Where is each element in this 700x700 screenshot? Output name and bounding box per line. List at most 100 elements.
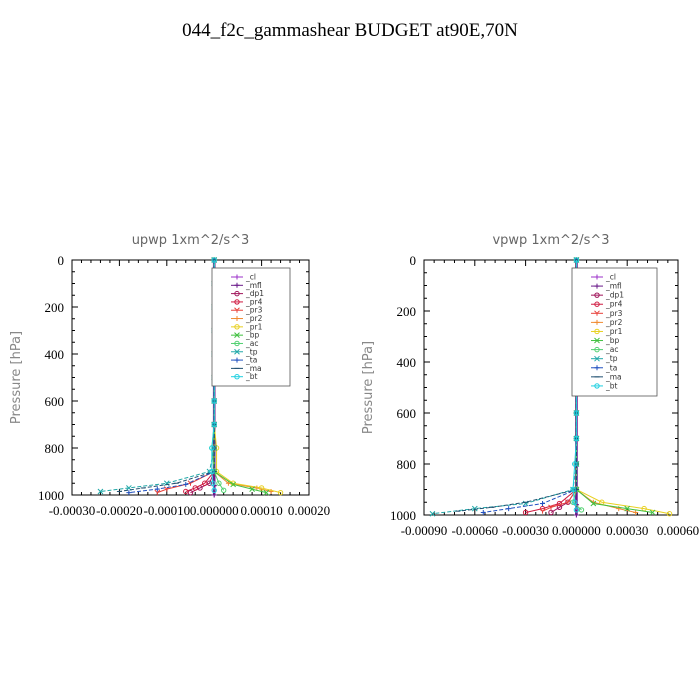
- x-tick-label: -0.00030: [49, 503, 96, 518]
- data-point: [573, 435, 580, 442]
- legend-marker: [594, 337, 600, 344]
- legend-marker: [594, 355, 600, 362]
- data-point: [573, 507, 580, 513]
- x-tick-label: -0.00090: [401, 523, 448, 538]
- series-tp: [429, 257, 580, 517]
- data-point: [192, 485, 198, 491]
- legend-label: _dp1: [245, 289, 264, 298]
- y-axis-label: Pressure [hPa]: [9, 331, 24, 424]
- x-tick-label: 0.00020: [288, 503, 330, 518]
- series-line: [185, 260, 215, 492]
- legend-marker: [234, 357, 240, 363]
- legend-label: _dp1: [605, 291, 624, 300]
- series-line: [157, 260, 215, 494]
- chart-panel-2: vpwp 1xm^2/s^3 Pressure [hPa] 0 200 400 600 80…: [361, 233, 699, 538]
- x-tick-label: 0.000000: [190, 503, 239, 518]
- legend-label: _pr2: [605, 318, 623, 327]
- legend-label: _bp: [245, 331, 260, 340]
- legend-marker: [594, 274, 600, 280]
- data-point: [211, 492, 217, 498]
- legend-marker: [594, 383, 600, 389]
- legend-label: _bt: [605, 381, 618, 390]
- series-ma: [116, 259, 217, 492]
- x-tick-label: -0.00020: [96, 503, 143, 518]
- data-point: [210, 480, 216, 486]
- series-ma: [455, 259, 579, 512]
- y-tick-label: 200: [397, 304, 417, 319]
- series-ta: [480, 257, 579, 515]
- legend-marker: [594, 310, 600, 316]
- series-line: [542, 260, 577, 512]
- legend-label: _pr4: [605, 300, 623, 309]
- data-point: [590, 500, 597, 507]
- data-point: [556, 500, 563, 507]
- y-tick-label: 800: [45, 441, 65, 456]
- series-pr4: [522, 257, 580, 516]
- data-point: [183, 488, 189, 495]
- data-point: [633, 509, 639, 515]
- x-tick-label: 0.00060: [657, 523, 699, 538]
- legend: _cl_mfl_dp1_pr4_pr3_pr2_pr1_bp_ac_tp_ta_…: [211, 267, 291, 387]
- legend-marker: [234, 282, 240, 288]
- data-point: [154, 486, 160, 492]
- y-axis-label: Pressure [hPa]: [361, 341, 376, 434]
- data-point: [522, 509, 529, 516]
- legend: _cl_mfl_dp1_pr4_pr3_pr2_pr1_bp_ac_tp_ta_…: [571, 267, 658, 397]
- y-tick-label: 1000: [390, 508, 416, 523]
- legend-label: _ta: [245, 356, 257, 365]
- legend-label: _pr4: [245, 297, 263, 306]
- legend-label: _pr1: [605, 327, 623, 336]
- data-point: [211, 421, 217, 428]
- chart-subtitle: upwp 1xm^2/s^3: [132, 233, 250, 248]
- y-tick-label: 800: [397, 457, 417, 472]
- data-point: [220, 487, 227, 493]
- legend-label: _ac: [245, 339, 258, 348]
- data-point: [578, 507, 585, 513]
- series-pr3: [154, 257, 218, 496]
- y-tick-label: 1000: [38, 488, 64, 503]
- data-point: [666, 511, 673, 517]
- data-point: [572, 499, 578, 505]
- data-point: [539, 508, 546, 514]
- series-line: [432, 260, 577, 515]
- data-point: [263, 489, 270, 496]
- y-tick-label: 0: [410, 253, 417, 268]
- legend-label: _mfl: [245, 281, 262, 290]
- data-point: [97, 488, 104, 495]
- data-point: [480, 509, 486, 515]
- series-line: [119, 260, 215, 492]
- data-point: [211, 487, 217, 493]
- legend-label: _pr1: [245, 322, 263, 331]
- data-point: [573, 257, 580, 263]
- series-tp: [97, 257, 218, 495]
- legend-label: _pr3: [245, 306, 263, 315]
- legend-label: _pr3: [605, 309, 623, 318]
- legend-label: _bp: [605, 336, 620, 345]
- data-point: [506, 506, 512, 512]
- data-point: [540, 501, 546, 507]
- data-point: [624, 505, 631, 512]
- legend-label: _tp: [245, 347, 258, 356]
- data-point: [202, 480, 208, 486]
- x-tick-label: 0.00010: [240, 503, 282, 518]
- y-tick-label: 0: [58, 253, 65, 268]
- data-point: [573, 512, 579, 518]
- x-tick-label: -0.00030: [502, 523, 549, 538]
- y-tick-label: 600: [45, 394, 65, 409]
- legend-marker: [234, 307, 240, 313]
- legend-label: _ma: [605, 372, 622, 381]
- data-point: [429, 510, 436, 517]
- legend-marker: [594, 346, 600, 353]
- data-point: [209, 468, 215, 475]
- data-point: [649, 509, 656, 516]
- data-point: [230, 481, 237, 488]
- series-line: [525, 260, 577, 513]
- series-line: [100, 260, 215, 492]
- legend-marker: [594, 301, 600, 307]
- data-point: [570, 486, 576, 493]
- data-point: [548, 504, 554, 510]
- y-tick-label: 200: [45, 300, 65, 315]
- legend-marker: [594, 292, 600, 298]
- data-point: [126, 490, 132, 496]
